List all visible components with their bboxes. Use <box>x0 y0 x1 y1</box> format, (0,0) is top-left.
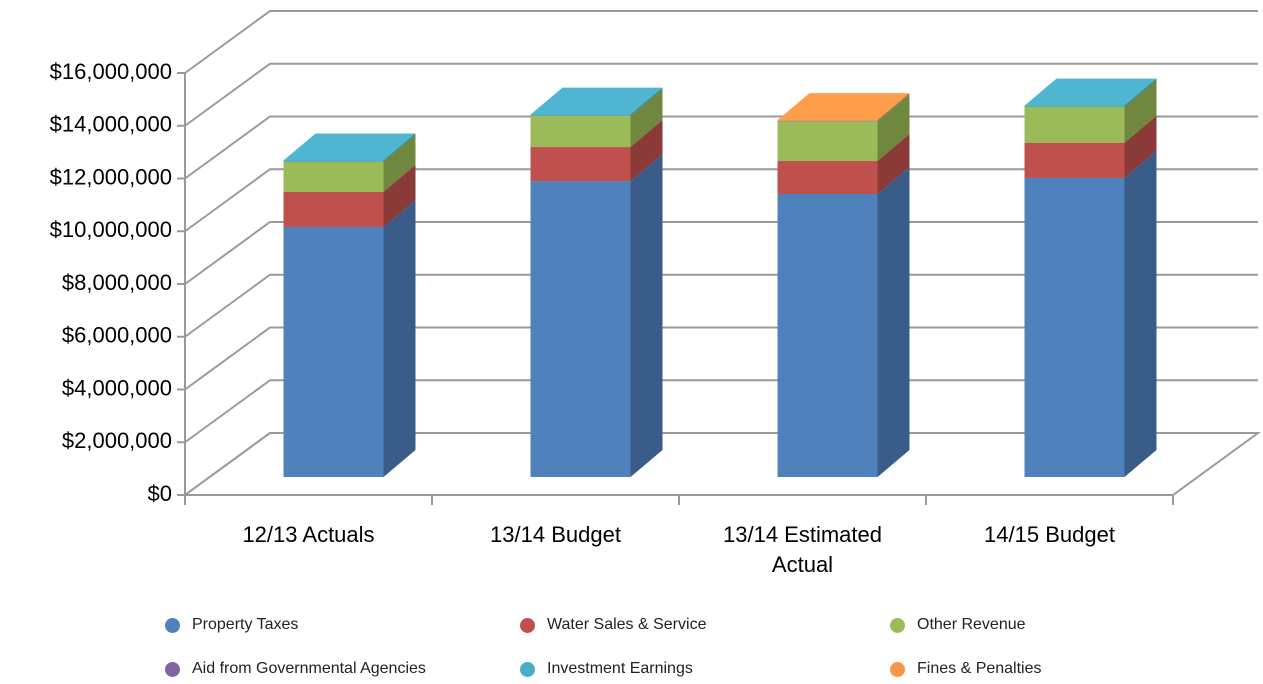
bar-side <box>630 87 663 116</box>
y-tick-label: $6,000,000 <box>62 323 172 348</box>
bar <box>283 161 384 192</box>
bar-side <box>630 120 663 182</box>
legend-marker <box>520 617 535 633</box>
bar <box>1024 142 1125 178</box>
bar-top <box>530 87 663 115</box>
legend-label: Other Revenue <box>917 616 1026 633</box>
bar-side <box>877 94 910 122</box>
bar-top <box>777 93 910 121</box>
grid-line <box>184 273 1258 338</box>
bar-side <box>877 166 910 477</box>
bar <box>777 161 878 194</box>
y-tick-label: $4,000,000 <box>62 375 172 400</box>
legend-marker <box>890 661 905 677</box>
bar-side <box>630 154 663 477</box>
bar-side <box>383 164 416 227</box>
y-tick-label: $2,000,000 <box>62 428 172 453</box>
bar <box>1024 105 1125 107</box>
bar <box>530 115 631 148</box>
bar <box>777 121 878 122</box>
legend-label: Investment Earnings <box>547 660 693 677</box>
y-tick-label: $10,000,000 <box>50 217 172 242</box>
legend-item: Property Taxes <box>165 616 298 634</box>
bar <box>530 147 631 182</box>
grid-line <box>184 221 1258 285</box>
y-tick-label: $14,000,000 <box>50 112 172 137</box>
bar-side <box>877 134 910 194</box>
x-tick-label: 13/14 Budget <box>490 522 621 547</box>
bar-side <box>383 133 416 162</box>
grid-line <box>184 432 1258 496</box>
bar <box>1024 106 1125 143</box>
bar-side <box>877 94 910 162</box>
bar <box>283 160 384 162</box>
grid-line <box>184 379 1258 444</box>
bar <box>1024 177 1125 477</box>
legend-marker <box>165 617 180 633</box>
bar <box>283 226 384 477</box>
bar-side <box>383 134 416 192</box>
grid-line <box>184 10 1258 74</box>
bar-side <box>383 199 416 477</box>
y-tick-label: $8,000,000 <box>62 270 172 295</box>
legend-marker <box>520 661 535 677</box>
legend-item: Aid from Governmental Agencies <box>165 660 426 678</box>
bar-side <box>1124 115 1157 178</box>
bar <box>777 193 878 477</box>
bar-side <box>1124 78 1157 107</box>
grid-line <box>184 168 1258 233</box>
y-tick-label: $16,000,000 <box>50 59 172 84</box>
x-tick-label: 13/14 Estimated Actual <box>723 522 882 577</box>
legend-label: Aid from Governmental Agencies <box>192 660 426 677</box>
legend-marker <box>890 617 905 633</box>
bar-side <box>630 88 663 148</box>
bar <box>530 114 631 116</box>
bar-top <box>1024 78 1157 106</box>
legend-marker <box>165 661 180 677</box>
bar-side <box>1124 150 1157 477</box>
legend-label: Fines & Penalties <box>917 660 1042 677</box>
bar-side <box>877 93 910 122</box>
legend-label: Water Sales & Service <box>547 616 707 633</box>
legend-item: Fines & Penalties <box>890 660 1042 678</box>
grid-line <box>184 62 1258 127</box>
bar <box>777 121 878 162</box>
legend-label: Property Taxes <box>192 616 299 633</box>
bar <box>777 120 878 122</box>
grid-line <box>184 326 1258 391</box>
grid-line <box>184 115 1258 180</box>
legend-item: Other Revenue <box>890 616 1026 634</box>
y-tick-label: $0 <box>148 481 172 506</box>
legend-item: Investment Earnings <box>520 660 693 678</box>
y-tick-label: $12,000,000 <box>50 164 172 189</box>
bar-side <box>1124 79 1157 143</box>
bar-top <box>283 133 416 161</box>
bar <box>283 191 384 227</box>
x-tick-label: 14/15 Budget <box>984 522 1115 547</box>
x-tick-label: 12/13 Actuals <box>242 522 375 547</box>
bar <box>530 181 631 477</box>
legend-item: Water Sales & Service <box>520 616 706 634</box>
